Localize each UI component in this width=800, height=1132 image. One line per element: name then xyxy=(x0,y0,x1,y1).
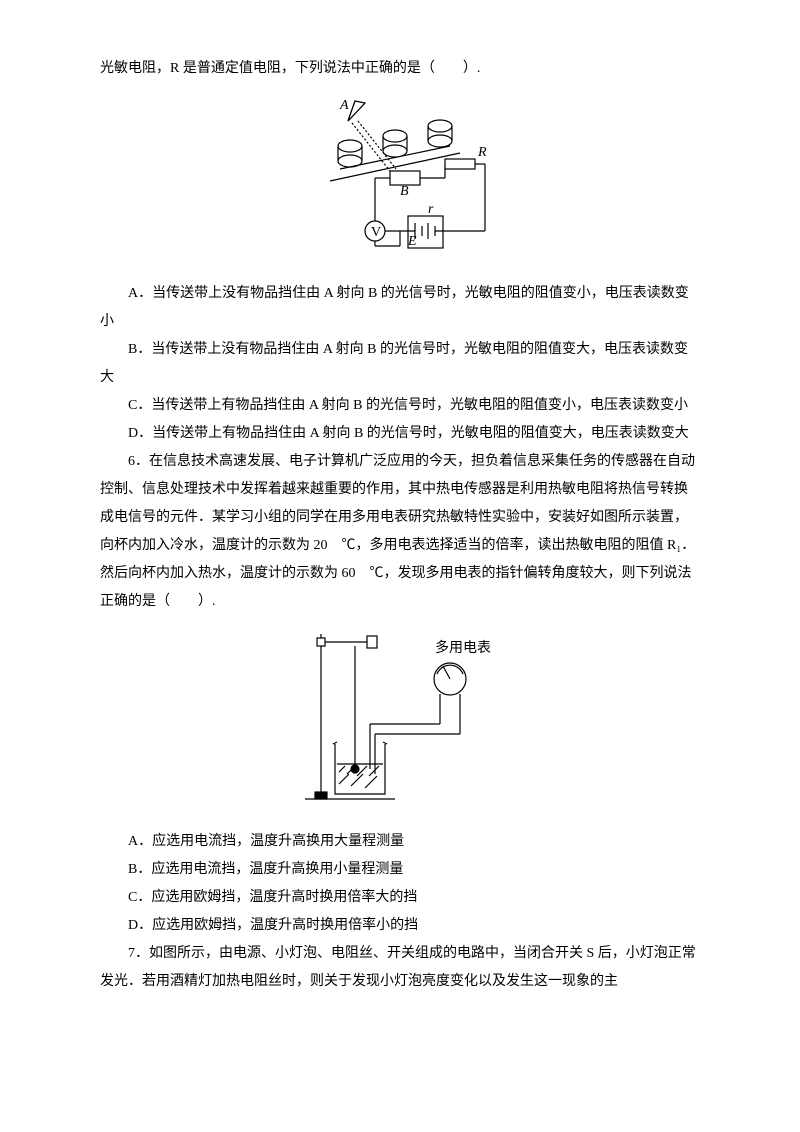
label-r: r xyxy=(428,202,434,217)
q5-option-a: A．当传送带上没有物品挡住由 A 射向 B 的光信号时，光敏电阻的阻值变小，电压… xyxy=(100,280,700,336)
q6-option-a: A．应选用电流挡，温度升高换用大量程测量 xyxy=(100,828,700,856)
q6-option-d: D．应选用欧姆挡，温度升高时换用倍率小的挡 xyxy=(100,912,700,940)
text: C．当传送带上有物品挡住由 A 射向 B 的光信号时，光敏电阻的阻值变小，电压表… xyxy=(128,398,688,413)
label-A: A xyxy=(339,98,349,113)
q6-option-b: B．应选用电流挡，温度升高换用小量程测量 xyxy=(100,856,700,884)
circuit-diagram-svg: A B R r E V xyxy=(300,91,500,261)
label-B: B xyxy=(400,184,409,199)
q5-option-d: D．当传送带上有物品挡住由 A 射向 B 的光信号时，光敏电阻的阻值变大，电压表… xyxy=(100,420,700,448)
q5-option-b: B．当传送带上没有物品挡住由 A 射向 B 的光信号时，光敏电阻的阻值变大，电压… xyxy=(100,336,700,392)
q5-option-c: C．当传送带上有物品挡住由 A 射向 B 的光信号时，光敏电阻的阻值变小，电压表… xyxy=(100,392,700,420)
figure-1: A B R r E V xyxy=(100,91,700,272)
page: 光敏电阻，R 是普通定值电阻，下列说法中正确的是（ ）. xyxy=(0,0,800,1132)
text: A．应选用电流挡，温度升高换用大量程测量 xyxy=(128,834,404,849)
multimeter-label: 多用电表 xyxy=(435,639,491,656)
text: 7．如图所示，由电源、小灯泡、电阻丝、开关组成的电路中，当闭合开关 S 后，小灯… xyxy=(100,946,696,989)
text: B．当传送带上没有物品挡住由 A 射向 B 的光信号时，光敏电阻的阻值变大，电压… xyxy=(100,342,688,385)
text: D．当传送带上有物品挡住由 A 射向 B 的光信号时，光敏电阻的阻值变大，电压表… xyxy=(128,426,689,441)
label-V: V xyxy=(371,225,381,240)
apparatus-svg: 多用电表 xyxy=(285,624,515,809)
q6-option-c: C．应选用欧姆挡，温度升高时换用倍率大的挡 xyxy=(100,884,700,912)
text: 6．在信息技术高速发展、电子计算机广泛应用的今天，担负着信息采集任务的传感器在自… xyxy=(100,454,695,609)
text: 光敏电阻，R 是普通定值电阻，下列说法中正确的是（ ）. xyxy=(100,61,480,76)
q5-intro-cont: 光敏电阻，R 是普通定值电阻，下列说法中正确的是（ ）. xyxy=(100,55,700,83)
text: A．当传送带上没有物品挡住由 A 射向 B 的光信号时，光敏电阻的阻值变小，电压… xyxy=(100,286,689,329)
q7-stem: 7．如图所示，由电源、小灯泡、电阻丝、开关组成的电路中，当闭合开关 S 后，小灯… xyxy=(100,940,700,996)
q6-stem: 6．在信息技术高速发展、电子计算机广泛应用的今天，担负着信息采集任务的传感器在自… xyxy=(100,448,700,616)
figure-2: 多用电表 xyxy=(100,624,700,820)
text: D．应选用欧姆挡，温度升高时换用倍率小的挡 xyxy=(128,918,418,933)
text: C．应选用欧姆挡，温度升高时换用倍率大的挡 xyxy=(128,890,417,905)
label-R: R xyxy=(477,145,487,160)
text: B．应选用电流挡，温度升高换用小量程测量 xyxy=(128,862,403,877)
label-E: E xyxy=(407,234,417,249)
